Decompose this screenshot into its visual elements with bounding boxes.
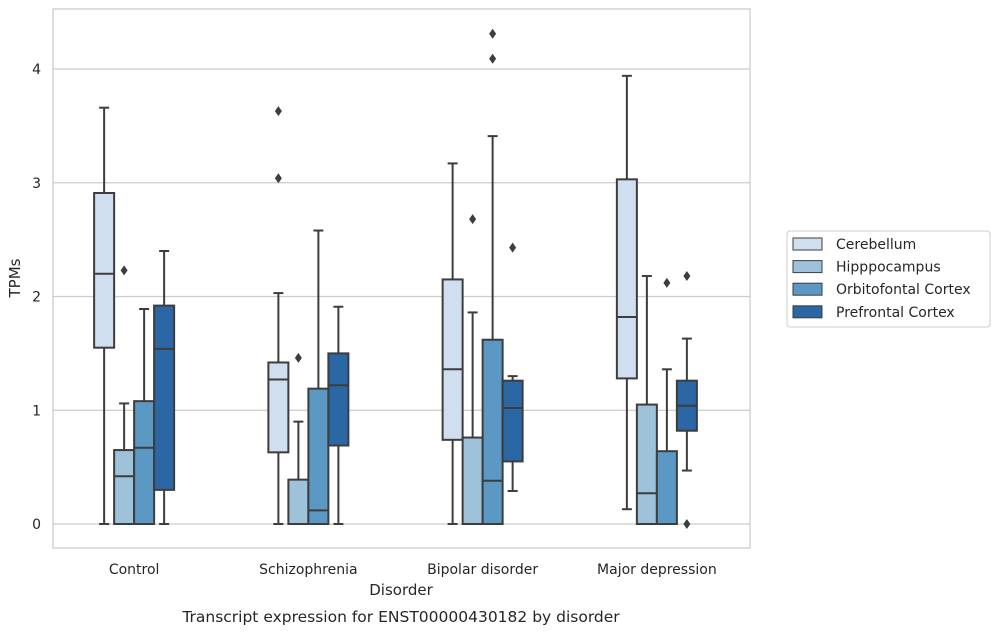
legend-label: Prefrontal Cortex [836,305,955,321]
box [615,74,638,511]
box-body [441,278,464,441]
box [113,265,136,525]
box-body [327,352,350,447]
box [635,275,658,525]
outlier-point [509,242,517,253]
legend: Cerebellum Hipppocampus Orbitofontal Corte… [786,230,991,328]
x-tick-label: Bipolar disorder [427,562,538,578]
box [327,305,350,525]
legend-label: Orbitofontal Cortex [836,282,971,298]
box [441,162,464,525]
x-tick-labels: Control Schizophrenia Bipolar disorder Majo… [109,562,717,578]
legend-frame [786,230,991,328]
y-tick-label: 2 [32,290,41,306]
box-body [307,387,330,526]
box [307,229,330,526]
box [153,250,176,525]
outlier-point [683,519,691,529]
outlier-point [489,53,497,64]
box [133,308,156,525]
legend-swatch [792,282,823,296]
outlier-point [683,271,691,282]
x-tick-label: Major depression [597,562,717,578]
box-body [267,361,290,454]
outlier-point [274,173,282,184]
legend-label: Hipppocampus [836,260,941,276]
chart-title: Transcript expression for ENST0000043018… [181,608,620,626]
box-body [287,478,310,526]
x-axis-label: Disorder [369,581,433,599]
box-body [93,191,116,349]
box-body [501,379,524,463]
box [93,106,116,525]
box [267,106,290,525]
box [461,214,484,525]
box-body [481,338,504,525]
box-body [113,449,136,525]
y-tick-label: 4 [32,62,41,78]
y-tick-labels: 0 1 2 3 4 [32,62,41,533]
outlier-point [663,277,671,288]
box-body [461,436,484,525]
plot-area-frame [52,8,751,549]
outlier-point [469,214,477,225]
outlier-point [294,352,302,363]
y-axis-label: TPMs [6,258,24,298]
box [481,28,504,525]
box-body [655,450,678,526]
x-tick-label: Control [109,562,160,578]
legend-label: Cerebellum [836,237,916,253]
box [287,352,310,526]
legend-swatch [792,305,823,319]
x-tick-label: Schizophrenia [259,562,357,578]
box [655,277,678,526]
outlier-point [120,265,128,276]
box-body [133,400,156,525]
box [675,271,698,529]
boxes [93,28,698,529]
box-body [635,403,658,525]
box-body [615,178,638,380]
y-tick-label: 1 [32,403,41,419]
outlier-point [274,106,282,117]
box-body [153,304,176,491]
legend-swatch [792,260,823,274]
outlier-point [489,28,497,39]
y-tick-label: 0 [32,517,41,533]
legend-swatch [792,237,823,251]
box [501,242,524,493]
y-tick-label: 3 [32,176,41,192]
